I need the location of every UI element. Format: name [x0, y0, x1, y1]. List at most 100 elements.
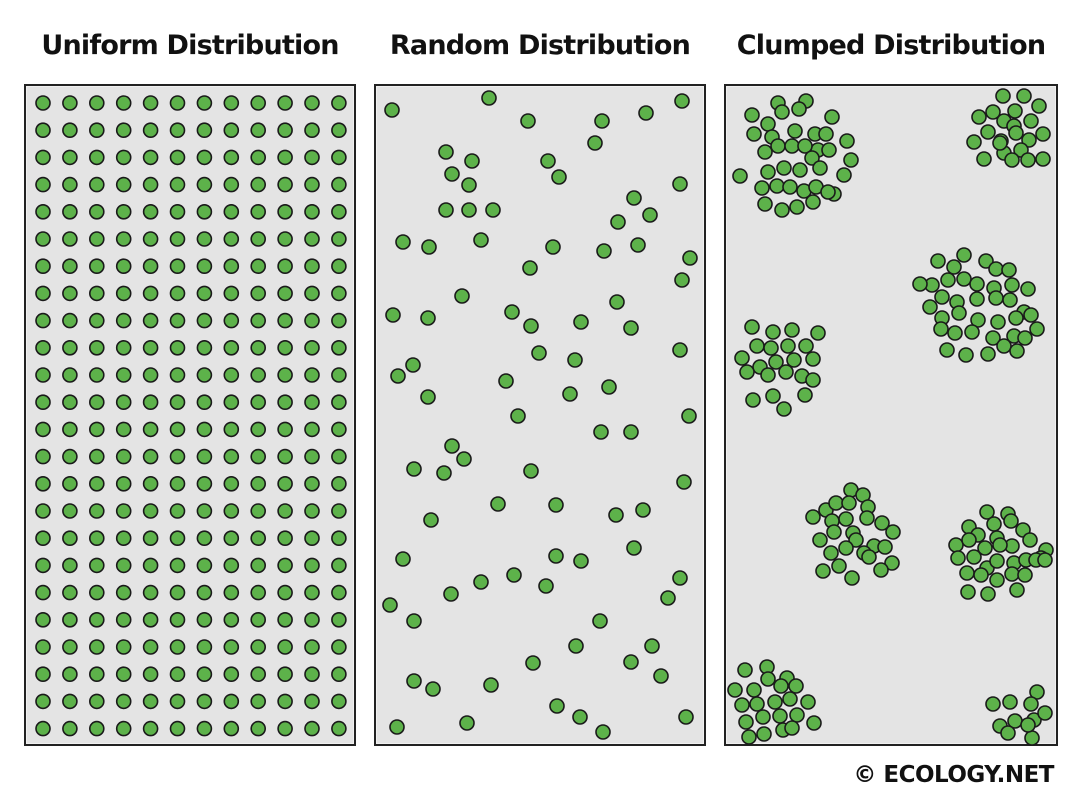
organism-dot — [331, 285, 347, 302]
organism-dot — [784, 720, 800, 736]
organism-dot — [1001, 262, 1017, 278]
organism-dot — [115, 394, 132, 411]
organism-dot — [473, 232, 489, 248]
organism-dot — [304, 448, 320, 465]
organism-dot — [727, 682, 743, 698]
organism-dot — [331, 448, 347, 465]
organism-dot — [277, 421, 293, 438]
organism-dot — [277, 448, 293, 465]
organism-dot — [223, 394, 240, 411]
organism-dot — [969, 276, 985, 292]
organism-dot — [784, 322, 800, 338]
organism-dot — [749, 338, 765, 354]
organism-dot — [331, 394, 347, 411]
organism-dot — [169, 584, 186, 601]
organism-dot — [35, 611, 51, 628]
organism-dot — [169, 421, 186, 438]
organism-dot — [142, 149, 159, 166]
organism-dot — [734, 697, 750, 713]
organism-dot — [62, 149, 78, 166]
organism-dot — [196, 367, 213, 383]
organism-dot — [277, 176, 293, 193]
organism-dot — [304, 584, 320, 601]
organism-dot — [250, 448, 266, 465]
organism-dot — [682, 250, 698, 266]
organism-dot — [674, 93, 690, 109]
organism-dot — [142, 693, 159, 710]
organism-dot — [250, 611, 266, 628]
organism-dot — [331, 312, 347, 329]
organism-dot — [142, 666, 159, 683]
organism-dot — [277, 557, 293, 574]
organism-dot — [304, 475, 320, 492]
organism-dot — [1022, 532, 1038, 548]
organism-dot — [331, 149, 347, 166]
organism-dot — [1009, 582, 1025, 598]
organism-dot — [304, 421, 320, 438]
organism-dot — [789, 199, 805, 215]
organism-dot — [142, 394, 159, 411]
organism-dot — [277, 475, 293, 492]
organism-dot — [89, 312, 105, 329]
organism-dot — [653, 668, 669, 684]
organism-dot — [473, 574, 489, 590]
organism-dot — [331, 122, 347, 139]
organism-dot — [444, 166, 460, 182]
organism-dot — [769, 178, 785, 194]
organism-dot — [142, 639, 159, 655]
organism-dot — [940, 272, 956, 288]
organism-dot — [35, 122, 51, 139]
organism-dot — [531, 345, 547, 361]
organism-dot — [1035, 151, 1051, 167]
organism-dot — [406, 673, 422, 689]
organism-dot — [331, 693, 347, 710]
organism-dot — [62, 611, 78, 628]
organism-dot — [277, 285, 293, 302]
organism-dot — [196, 149, 213, 166]
organism-dot — [62, 258, 78, 274]
organism-dot — [523, 318, 539, 334]
organism-dot — [223, 421, 240, 438]
organism-dot — [977, 540, 993, 556]
organism-dot — [250, 312, 266, 329]
organism-dot — [739, 364, 755, 380]
organism-dot — [438, 144, 454, 160]
organism-dot — [760, 164, 776, 180]
organism-dot — [35, 95, 51, 111]
organism-dot — [169, 394, 186, 411]
organism-dot — [250, 503, 266, 519]
organism-dot — [277, 95, 293, 111]
organism-dot — [304, 149, 320, 166]
organism-dot — [35, 666, 51, 683]
organism-dot — [461, 177, 477, 193]
organism-dot — [89, 475, 105, 492]
organism-dot — [805, 351, 821, 367]
organism-dot — [787, 123, 803, 139]
organism-dot — [277, 312, 293, 329]
organism-dot — [1002, 292, 1018, 308]
organism-dot — [522, 260, 538, 276]
organism-dot — [196, 95, 213, 111]
organism-dot — [250, 584, 266, 601]
organism-dot — [805, 509, 821, 525]
organism-dot — [992, 135, 1008, 151]
organism-dot — [1020, 717, 1036, 733]
organism-dot — [1016, 88, 1032, 104]
organism-dot — [115, 176, 132, 193]
organism-dot — [985, 104, 1001, 120]
organism-dot — [250, 176, 266, 193]
organism-dot — [573, 553, 589, 569]
organism-dot — [196, 285, 213, 302]
organism-dot — [1007, 103, 1023, 119]
organism-dot — [406, 613, 422, 629]
organism-dot — [250, 122, 266, 139]
organism-dot — [169, 204, 186, 220]
organism-dot — [782, 691, 798, 707]
organism-dot — [115, 339, 132, 356]
organism-dot — [959, 565, 975, 581]
copyright-footer: © ECOLOGY.NET — [853, 762, 1054, 788]
organism-dot — [523, 463, 539, 479]
organism-dot — [746, 682, 762, 698]
organism-dot — [277, 231, 293, 247]
organism-dot — [89, 584, 105, 601]
